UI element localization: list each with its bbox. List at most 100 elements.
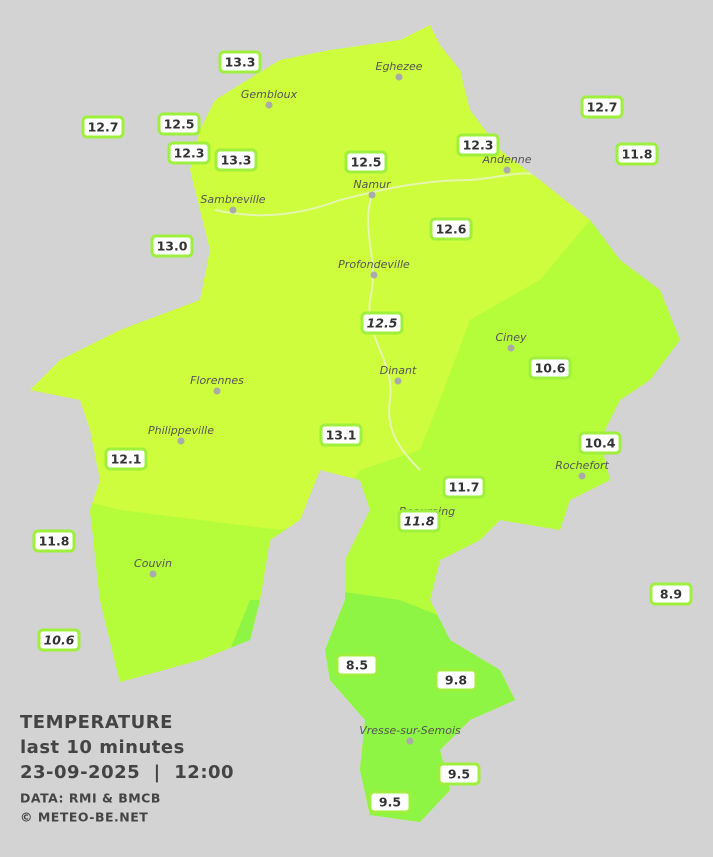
station-box xyxy=(150,234,194,258)
station: 9.5 xyxy=(368,790,412,814)
station-box xyxy=(167,141,211,165)
station: 12.1 xyxy=(104,447,148,471)
station: 11.8 xyxy=(397,509,441,533)
station-box xyxy=(437,762,481,786)
station: 13.3 xyxy=(218,50,262,74)
station-value: 11.8 xyxy=(622,147,653,162)
city-dot xyxy=(368,191,376,199)
station: 12.7 xyxy=(580,95,624,119)
station: 13.1 xyxy=(319,423,363,447)
station: 8.5 xyxy=(335,653,379,677)
station-box xyxy=(580,95,624,119)
station: 10.6 xyxy=(528,356,572,380)
station: 13.3 xyxy=(214,148,258,172)
station: 13.0 xyxy=(150,234,194,258)
station: 10.6 xyxy=(37,628,81,652)
station-box xyxy=(344,150,388,174)
city-label: Ciney xyxy=(496,331,527,344)
station-value: 13.1 xyxy=(326,428,357,443)
city-dot xyxy=(213,387,221,395)
city-label: Profondeville xyxy=(338,258,410,271)
station-box xyxy=(578,431,622,455)
station: 12.3 xyxy=(456,133,500,157)
station-value: 12.7 xyxy=(587,100,618,115)
city-label: Rochefort xyxy=(555,459,609,472)
legend-copyright: © METEO-BE.NET xyxy=(20,810,148,825)
station-box xyxy=(456,133,500,157)
station-value: 12.3 xyxy=(174,146,205,161)
station-value: 9.8 xyxy=(445,673,467,688)
station-value: 12.1 xyxy=(111,452,142,467)
station: 12.6 xyxy=(429,217,473,241)
station-value: 8.9 xyxy=(660,587,682,602)
station: 9.5 xyxy=(437,762,481,786)
station-box xyxy=(429,217,473,241)
station: 11.7 xyxy=(442,475,486,499)
station-box xyxy=(81,115,125,139)
city-dot xyxy=(177,437,185,445)
city-label: Eghezee xyxy=(376,60,423,73)
station-box xyxy=(157,112,201,136)
station-box xyxy=(104,447,148,471)
legend-period: last 10 minutes xyxy=(20,737,185,758)
station-box xyxy=(214,148,258,172)
station-box xyxy=(615,142,659,166)
station: 12.5 xyxy=(360,311,404,335)
station-box xyxy=(335,653,379,677)
city-dot xyxy=(503,166,511,174)
station-value: 10.4 xyxy=(585,436,616,451)
city-dot xyxy=(406,737,414,745)
city-label: Couvin xyxy=(134,557,172,570)
station: 11.8 xyxy=(32,529,76,553)
station-value: 13.3 xyxy=(225,55,256,70)
station-box xyxy=(442,475,486,499)
station-box xyxy=(218,50,262,74)
city-dot xyxy=(507,344,515,352)
station-value: 9.5 xyxy=(448,767,470,782)
station-value: 9.5 xyxy=(379,795,401,810)
city-dot xyxy=(394,377,402,385)
station-box xyxy=(434,668,478,692)
station-box xyxy=(319,423,363,447)
station-box xyxy=(649,582,693,606)
city-dot xyxy=(370,271,378,279)
city-dot xyxy=(265,101,273,109)
station-value: 13.3 xyxy=(221,153,252,168)
city-label: Gembloux xyxy=(241,88,298,101)
station-value: 11.8 xyxy=(39,534,70,549)
city-label: Sambreville xyxy=(200,193,265,206)
station-value: 10.6 xyxy=(535,361,566,376)
legend-source: DATA: RMI & BMCB xyxy=(20,791,161,806)
river xyxy=(367,194,421,471)
city-label: Namur xyxy=(353,178,392,191)
station-box xyxy=(368,790,412,814)
station-box xyxy=(397,509,441,533)
city-label: Dinant xyxy=(380,364,417,377)
station-box xyxy=(528,356,572,380)
zone xyxy=(300,590,520,822)
station-value: 13.0 xyxy=(157,239,188,254)
station: 12.3 xyxy=(167,141,211,165)
station-value: 12.7 xyxy=(88,120,119,135)
station-box xyxy=(37,628,81,652)
river xyxy=(214,172,541,217)
station: 10.4 xyxy=(578,431,622,455)
city-dot xyxy=(229,206,237,214)
station-value: 11.8 xyxy=(404,514,435,529)
station-box xyxy=(32,529,76,553)
station-value: 12.5 xyxy=(164,117,195,132)
station-value: 11.7 xyxy=(449,480,480,495)
station-box xyxy=(360,311,404,335)
station-value: 12.6 xyxy=(436,222,467,237)
station: 9.8 xyxy=(434,668,478,692)
city-label: Vresse-sur-Semois xyxy=(359,724,461,737)
legend-timestamp: 23-09-2025 | 12:00 xyxy=(20,762,234,783)
station: 12.7 xyxy=(81,115,125,139)
station-value: 12.5 xyxy=(367,316,398,331)
station: 11.8 xyxy=(615,142,659,166)
station-value: 12.5 xyxy=(351,155,382,170)
station-value: 12.3 xyxy=(463,138,494,153)
station-value: 8.5 xyxy=(346,658,368,673)
